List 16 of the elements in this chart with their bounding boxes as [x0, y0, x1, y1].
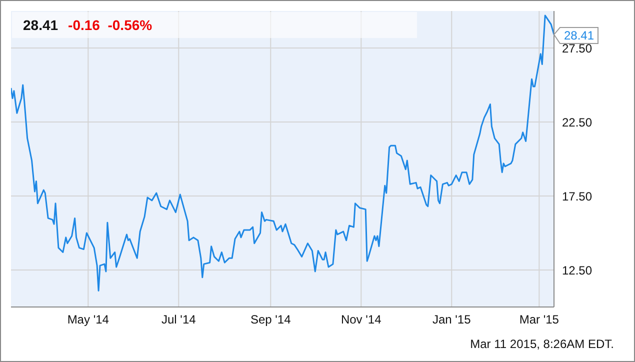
annotation: 28.41: [564, 28, 594, 43]
x-tick-label: Jul '14: [161, 312, 196, 327]
header-panel: 28.41 -0.16 -0.56%: [12, 12, 417, 38]
y-tick-label: 22.50: [562, 115, 592, 130]
x-tick-label: Jan '15: [432, 312, 472, 327]
y-tick-label: 17.50: [562, 189, 592, 204]
x-tick-label: Nov '14: [340, 312, 382, 327]
y-tick-label: 12.50: [562, 263, 592, 278]
chart-title: 28.41: [23, 17, 58, 33]
line-series: [11, 14, 554, 292]
x-tick-label: Sep '14: [250, 312, 292, 327]
x-tick-label: Mar '15: [519, 312, 560, 327]
chart-subtitle: -0.16 -0.56%: [68, 17, 152, 33]
text: Mar 11 2015, 8:26AM EDT.: [470, 337, 614, 351]
x-tick-label: May '14: [67, 312, 110, 327]
y-tick-label: 27.50: [562, 41, 592, 56]
